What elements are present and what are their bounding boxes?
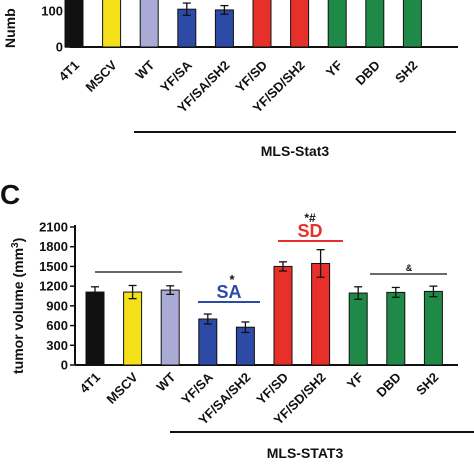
c-bar xyxy=(160,289,180,366)
top-bar xyxy=(365,0,385,48)
c-category-label: WT xyxy=(153,369,178,394)
top-bar xyxy=(64,0,84,48)
c-y-tick-label: 1500 xyxy=(39,259,68,274)
c-category-label: 4T1 xyxy=(77,370,103,396)
c-error-bar xyxy=(279,261,287,272)
c-bar xyxy=(348,292,368,366)
c-y-tick-label: 0 xyxy=(61,358,68,373)
c-y-axis-label: tumor volume (mm3) xyxy=(10,238,27,374)
c-error-bar xyxy=(91,286,99,298)
c-error-bar xyxy=(241,321,250,334)
top-error-bar xyxy=(220,4,229,15)
panel-c-chart: C 2100 1800 1500 1200 900 600 300 0 4T1 MSCV WT YF… xyxy=(0,179,474,461)
c-bar xyxy=(85,291,105,366)
c-axes: 2100 1800 1500 1200 900 600 300 0 xyxy=(39,220,458,373)
top-category-label: YF xyxy=(323,57,345,79)
c-error-bar xyxy=(128,284,137,300)
c-bar xyxy=(386,291,406,366)
c-annotation-amp: & xyxy=(406,263,413,273)
c-y-tick-label: 1800 xyxy=(39,239,68,254)
panel-letter-c: C xyxy=(0,179,20,210)
top-category-label: DBD xyxy=(352,58,383,89)
c-bar xyxy=(198,318,218,366)
c-y-tick-label: 900 xyxy=(46,298,68,313)
c-annotation-sd-mark: *# xyxy=(304,211,316,225)
top-category-label: 4T1 xyxy=(56,58,82,84)
c-annotation-sa: SA xyxy=(216,282,241,302)
top-category-label: MSCV xyxy=(83,57,120,94)
top-group-label: MLS-Stat3 xyxy=(261,143,330,159)
c-error-bar xyxy=(391,286,400,298)
top-bar xyxy=(327,0,347,48)
top-error-bar xyxy=(182,2,191,16)
top-y-axis-label: Numb xyxy=(2,8,18,48)
top-category-label: SH2 xyxy=(392,58,420,86)
c-y-tick-label: 300 xyxy=(46,338,68,353)
top-category-label: WT xyxy=(132,57,157,82)
top-bars xyxy=(64,0,422,48)
c-category-label: SH2 xyxy=(413,370,441,398)
c-error-bar xyxy=(203,313,212,325)
c-y-tick-label: 2100 xyxy=(39,220,68,235)
c-bars xyxy=(85,249,443,366)
c-category-label: MSCV xyxy=(104,369,141,406)
c-category-label: YF xyxy=(344,369,366,391)
c-error-bar xyxy=(316,249,325,278)
c-bar xyxy=(273,265,293,366)
top-bar xyxy=(139,0,159,48)
c-group-label: MLS-STAT3 xyxy=(267,445,344,461)
c-error-bar xyxy=(166,285,175,296)
c-error-bar xyxy=(429,285,438,298)
top-y-tick-label: 100 xyxy=(41,4,63,19)
top-bar xyxy=(402,0,422,48)
top-bar xyxy=(252,0,272,48)
c-y-tick-label: 600 xyxy=(46,318,68,333)
c-y-tick-label: 1200 xyxy=(39,279,68,294)
c-error-bar xyxy=(354,286,363,300)
c-bar xyxy=(423,290,443,366)
c-bar xyxy=(311,262,331,366)
c-category-label: DBD xyxy=(373,370,404,401)
c-annotation-sa-star: * xyxy=(229,272,235,287)
c-bar xyxy=(123,291,143,366)
top-bar xyxy=(290,0,310,48)
c-annotation-sd: SD xyxy=(297,221,322,241)
top-bar xyxy=(102,0,122,48)
top-bar xyxy=(214,9,234,48)
top-y-tick-label: 0 xyxy=(56,40,63,55)
